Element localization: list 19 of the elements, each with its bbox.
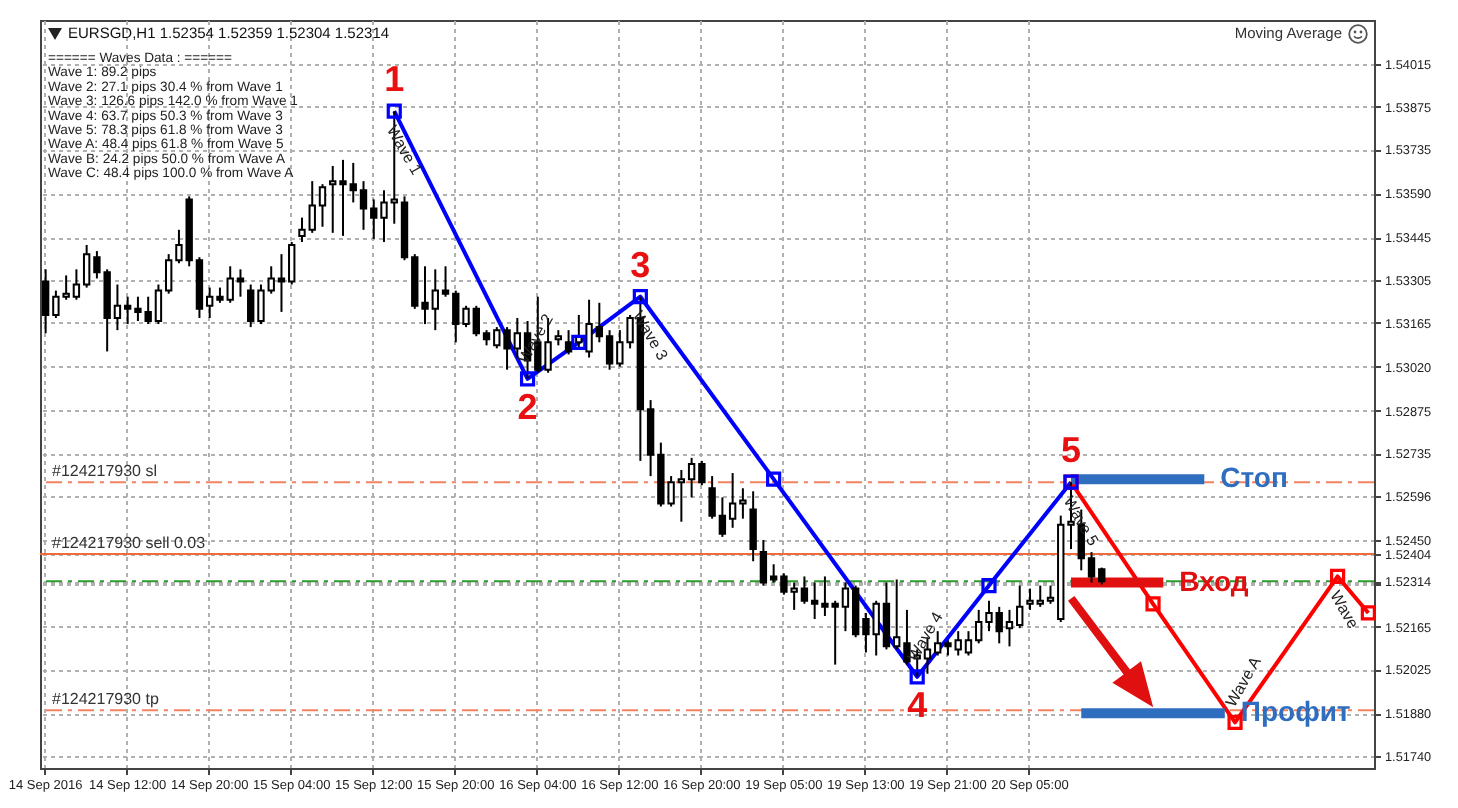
ref-line-label: #124217930 sl [52, 462, 158, 481]
point [766, 471, 782, 487]
point [519, 371, 536, 387]
point [1227, 714, 1243, 730]
point [1145, 596, 1161, 612]
annotation: 5 [1060, 430, 1082, 471]
point [909, 669, 925, 685]
annotation: 2 [517, 386, 538, 427]
annotation: 3 [630, 244, 651, 285]
point [1330, 568, 1346, 585]
ref-line-label: #124217930 sell 0.03 [52, 533, 207, 552]
candlestick [749, 490, 757, 563]
point [386, 103, 402, 119]
annotation: 1 [384, 59, 405, 100]
point [632, 289, 648, 305]
point [1360, 605, 1376, 621]
ref-line-label: #124217930 tp [52, 690, 160, 709]
point [571, 334, 587, 350]
point [981, 577, 997, 594]
